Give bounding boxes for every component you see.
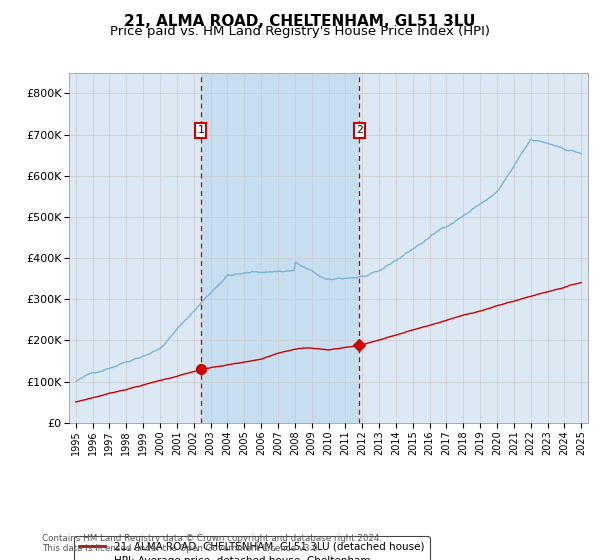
Text: 2: 2 [356,125,363,136]
Text: Contains HM Land Registry data © Crown copyright and database right 2024.
This d: Contains HM Land Registry data © Crown c… [42,534,382,553]
Text: Price paid vs. HM Land Registry's House Price Index (HPI): Price paid vs. HM Land Registry's House … [110,25,490,38]
Text: 21, ALMA ROAD, CHELTENHAM, GL51 3LU: 21, ALMA ROAD, CHELTENHAM, GL51 3LU [124,14,476,29]
Text: 1: 1 [197,125,204,136]
Legend: 21, ALMA ROAD, CHELTENHAM, GL51 3LU (detached house), HPI: Average price, detach: 21, ALMA ROAD, CHELTENHAM, GL51 3LU (det… [74,536,430,560]
Bar [201,73,359,423]
